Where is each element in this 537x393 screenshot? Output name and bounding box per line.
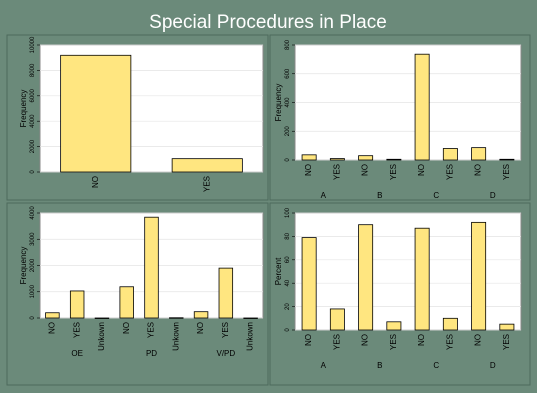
y-tick-label: 600 bbox=[285, 68, 291, 79]
group-label: OE bbox=[71, 349, 83, 358]
panel-frame bbox=[6, 34, 269, 201]
bar bbox=[442, 148, 458, 161]
y-axis-label: Frequency bbox=[19, 247, 28, 285]
x-tick-label: YES bbox=[147, 322, 156, 338]
bar bbox=[471, 221, 487, 331]
bar bbox=[358, 155, 374, 161]
bar bbox=[386, 158, 402, 161]
x-tick-label: NO bbox=[474, 164, 483, 176]
group-label: V/PD bbox=[216, 349, 235, 358]
x-tick-label: YES bbox=[72, 322, 81, 338]
x-tick-label: NO bbox=[417, 334, 426, 346]
bar bbox=[144, 216, 159, 319]
x-tick-label: YES bbox=[202, 176, 211, 192]
y-tick-label: 6000 bbox=[30, 88, 36, 102]
y-tick-label: 20 bbox=[285, 303, 291, 310]
plot-area bbox=[294, 212, 522, 331]
figure-title: Special Procedures in Place bbox=[149, 12, 387, 33]
x-tick-label: NO bbox=[304, 334, 313, 346]
group-label: A bbox=[321, 361, 327, 370]
y-axis-label: Frequency bbox=[19, 90, 28, 128]
bar bbox=[69, 290, 85, 319]
bar bbox=[60, 54, 132, 173]
y-tick-label: 400 bbox=[285, 97, 291, 108]
y-tick-label: 0 bbox=[30, 316, 36, 320]
y-axis-label: Frequency bbox=[274, 84, 283, 122]
bar bbox=[193, 311, 209, 319]
group-label: D bbox=[490, 191, 496, 200]
y-tick-label: 4000 bbox=[30, 206, 36, 220]
x-tick-label: NO bbox=[417, 164, 426, 176]
group-label: D bbox=[490, 361, 496, 370]
y-tick-label: 0 bbox=[30, 170, 36, 174]
x-tick-label: NO bbox=[122, 322, 131, 334]
bar bbox=[119, 286, 134, 319]
y-tick-label: 1000 bbox=[30, 284, 36, 298]
y-tick-label: 10000 bbox=[30, 36, 36, 53]
bar bbox=[45, 312, 60, 319]
panel-frame bbox=[269, 34, 531, 201]
bar bbox=[414, 227, 430, 331]
y-tick-label: 40 bbox=[285, 279, 291, 286]
y-tick-label: 8000 bbox=[30, 63, 36, 77]
y-tick-label: 200 bbox=[285, 126, 291, 137]
bar bbox=[171, 158, 243, 173]
bar bbox=[329, 158, 345, 161]
group-label: B bbox=[377, 361, 382, 370]
panel-frame bbox=[269, 202, 531, 386]
group-label: C bbox=[433, 361, 439, 370]
bar bbox=[386, 321, 402, 331]
bar bbox=[499, 323, 515, 331]
x-tick-label: YES bbox=[389, 334, 398, 350]
x-tick-label: YES bbox=[502, 334, 511, 350]
y-axis-label: Percent bbox=[274, 257, 283, 285]
group-label: PD bbox=[146, 349, 157, 358]
bar bbox=[94, 317, 110, 319]
x-tick-label: Unkown bbox=[246, 322, 255, 351]
x-tick-label: YES bbox=[221, 322, 230, 338]
bar bbox=[218, 267, 234, 319]
y-tick-label: 0 bbox=[285, 328, 291, 332]
bar bbox=[414, 53, 430, 161]
bar bbox=[329, 308, 345, 331]
y-tick-label: 800 bbox=[285, 39, 291, 50]
bar bbox=[442, 317, 458, 331]
y-tick-label: 100 bbox=[285, 207, 291, 218]
x-tick-label: NO bbox=[47, 322, 56, 334]
x-tick-label: Unkown bbox=[171, 322, 180, 351]
bar bbox=[169, 317, 184, 319]
bar bbox=[243, 317, 258, 319]
y-tick-label: 4000 bbox=[30, 114, 36, 128]
bar bbox=[471, 147, 487, 161]
x-tick-label: NO bbox=[361, 164, 370, 176]
y-tick-label: 60 bbox=[285, 256, 291, 263]
y-tick-label: 80 bbox=[285, 232, 291, 239]
y-tick-label: 2000 bbox=[30, 258, 36, 272]
group-label: B bbox=[377, 191, 382, 200]
y-tick-label: 3000 bbox=[30, 232, 36, 246]
y-tick-label: 0 bbox=[285, 158, 291, 162]
x-tick-label: YES bbox=[445, 164, 454, 180]
group-label: C bbox=[433, 191, 439, 200]
x-tick-label: NO bbox=[91, 176, 100, 188]
group-label: A bbox=[321, 191, 327, 200]
bar bbox=[499, 158, 515, 161]
x-tick-label: YES bbox=[502, 164, 511, 180]
bar bbox=[301, 154, 317, 161]
y-tick-label: 2000 bbox=[30, 139, 36, 153]
x-tick-label: YES bbox=[332, 334, 341, 350]
panel-frame bbox=[6, 202, 269, 386]
x-tick-label: YES bbox=[389, 164, 398, 180]
x-tick-label: NO bbox=[474, 334, 483, 346]
x-tick-label: YES bbox=[332, 164, 341, 180]
x-tick-label: NO bbox=[196, 322, 205, 334]
bar bbox=[358, 224, 374, 331]
x-tick-label: NO bbox=[304, 164, 313, 176]
x-tick-label: NO bbox=[361, 334, 370, 346]
bar bbox=[301, 237, 317, 331]
x-tick-label: Unkown bbox=[97, 322, 106, 351]
x-tick-label: YES bbox=[445, 334, 454, 350]
